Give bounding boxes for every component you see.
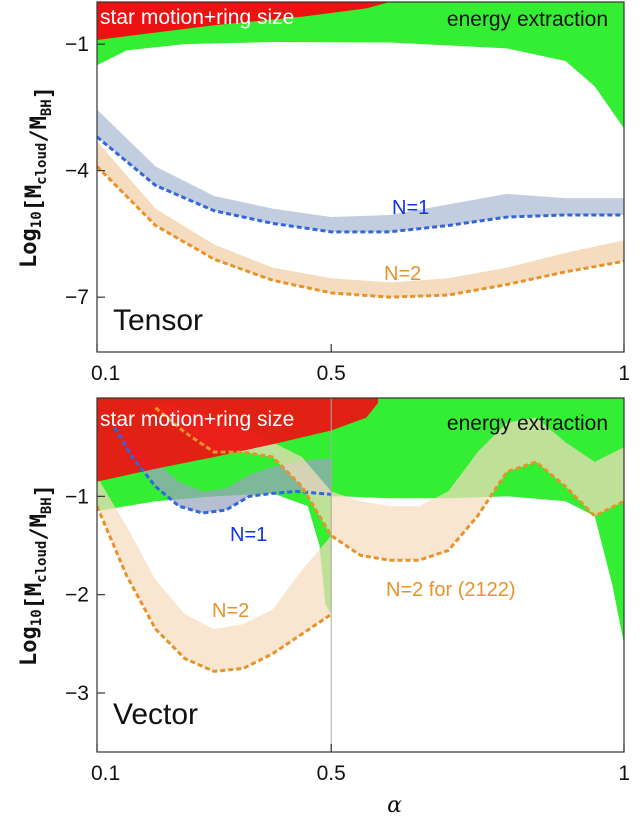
curve-n-2 — [97, 165, 624, 299]
panel-name: Vector — [113, 698, 198, 731]
x-axis-label: α — [387, 793, 402, 818]
energy-extraction-region — [97, 2, 624, 129]
band-n-1 — [114, 417, 332, 514]
y-tick-label: −2 — [65, 584, 89, 607]
curve-n-2-for-2122- — [154, 406, 624, 562]
x-tick-label: 0.1 — [91, 762, 120, 785]
region-label-energy-extraction: energy extraction — [447, 8, 608, 31]
star-motion-region — [97, 2, 390, 40]
panel-tensor: 0.1 0.5 1 −1 −4 −7 Log10[Mcloud/MBH] energy ext… — [17, 1, 630, 385]
plot-frame — [96, 1, 625, 353]
panel-name: Tensor — [113, 304, 203, 337]
plot-area — [97, 2, 624, 299]
band-n-2 — [97, 141, 624, 298]
x-tick-label: 1 — [618, 762, 630, 785]
x-tick-label: 0.1 — [91, 362, 120, 385]
y-axis-label: Log10[Mcloud/MBH] — [17, 86, 57, 268]
series-label-n-2: N=2 — [384, 263, 421, 285]
band-n-1 — [97, 109, 624, 232]
x-tick-label: 1 — [618, 362, 630, 385]
region-label-star-motion-ring-size: star motion+ring size — [100, 6, 294, 29]
series-label-n-2: N=2 — [212, 600, 249, 622]
curve-n-1 — [97, 135, 624, 234]
series-label-n-1: N=1 — [392, 197, 429, 219]
band-n-2 — [97, 476, 332, 672]
curve-n-2 — [97, 505, 333, 673]
y-tick-label: −1 — [65, 485, 89, 508]
bands — [97, 109, 624, 298]
y-tick-label: −1 — [65, 33, 89, 56]
series-label-n-2-for-2122-: N=2 for (2122) — [386, 579, 516, 601]
x-tick-label: 0.5 — [317, 762, 346, 785]
region-label-star-motion-ring-size: star motion+ring size — [100, 408, 294, 431]
y-tick-label: −7 — [65, 286, 89, 309]
plot-frame — [96, 397, 625, 753]
y-tick-label: −3 — [65, 682, 89, 705]
series-label-n-1: N=1 — [230, 524, 267, 546]
plot-area — [97, 398, 624, 752]
y-tick-label: −4 — [65, 160, 89, 183]
panel-vector: 0.1 0.5 1 −1 −2 −3 Log10[Mcloud/MBH] energy ext… — [17, 397, 630, 818]
y-axis-label: Log10[Mcloud/MBH] — [17, 484, 57, 666]
region-label-energy-extraction: energy extraction — [447, 412, 608, 435]
x-tick-label: 0.5 — [317, 362, 346, 385]
